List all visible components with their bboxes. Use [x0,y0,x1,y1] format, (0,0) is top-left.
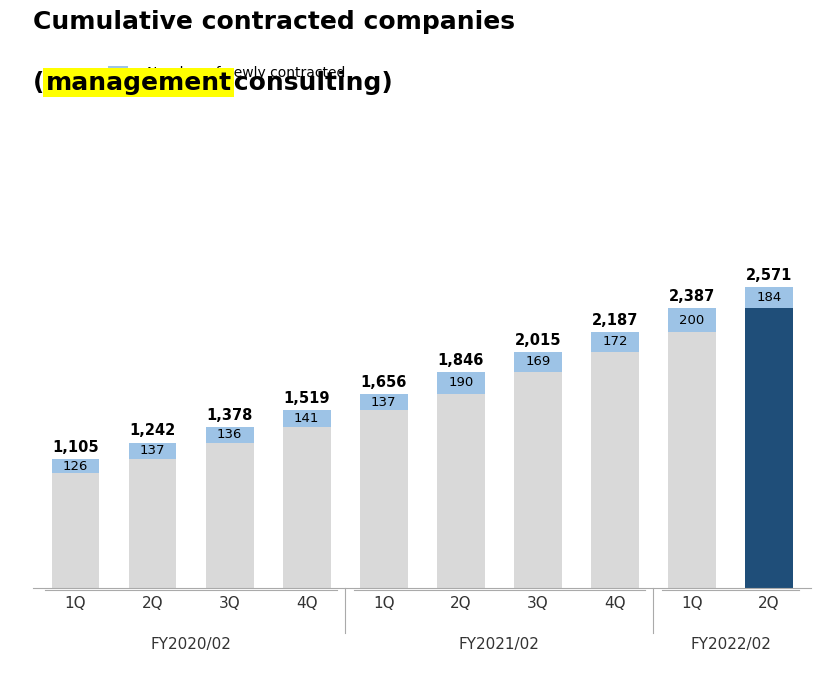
Bar [590,352,638,588]
Text: 1,242: 1,242 [129,423,175,439]
Text: 126: 126 [63,460,88,473]
Text: FY2021/02: FY2021/02 [458,637,539,652]
Text: 190: 190 [447,377,473,389]
Bar [360,410,407,588]
Text: 1,378: 1,378 [206,408,252,422]
Bar [205,443,253,588]
Bar [437,372,484,394]
Text: : Number of newly contracted
  companies: : Number of newly contracted companies [138,66,345,97]
Text: management: management [45,71,232,95]
Text: 1,846: 1,846 [437,353,484,368]
Text: 137: 137 [370,395,396,408]
Bar [51,458,99,473]
Text: Cumulative contracted companies: Cumulative contracted companies [33,10,514,34]
Bar [128,443,176,458]
Text: FY2020/02: FY2020/02 [151,637,232,652]
Text: 200: 200 [678,314,704,327]
Text: 2,387: 2,387 [668,289,715,304]
Text: 141: 141 [294,412,319,425]
Bar [51,473,99,588]
Bar [744,308,792,588]
Text: FY2022/02: FY2022/02 [689,637,770,652]
Text: 136: 136 [217,428,242,441]
Text: 172: 172 [601,335,627,348]
Text: 2,015: 2,015 [514,333,561,348]
Bar [514,372,561,588]
Bar [590,332,638,352]
Text: 137: 137 [140,444,165,457]
Text: 169: 169 [524,356,550,368]
Bar [283,410,330,427]
Bar [667,308,715,332]
Bar [128,458,176,588]
Bar [514,352,561,372]
Text: consulting): consulting) [225,71,393,95]
Bar [283,427,330,588]
Bar [667,332,715,588]
Bar [744,287,792,308]
Bar [205,427,253,443]
Bar [360,394,407,410]
Text: 1,105: 1,105 [52,439,98,454]
Text: 1,519: 1,519 [283,391,329,406]
Text: 2,571: 2,571 [745,268,791,283]
Bar [437,394,484,588]
Text: 184: 184 [756,291,781,304]
Text: (: ( [33,71,45,95]
Text: 1,656: 1,656 [360,375,406,390]
Text: 2,187: 2,187 [591,313,638,328]
